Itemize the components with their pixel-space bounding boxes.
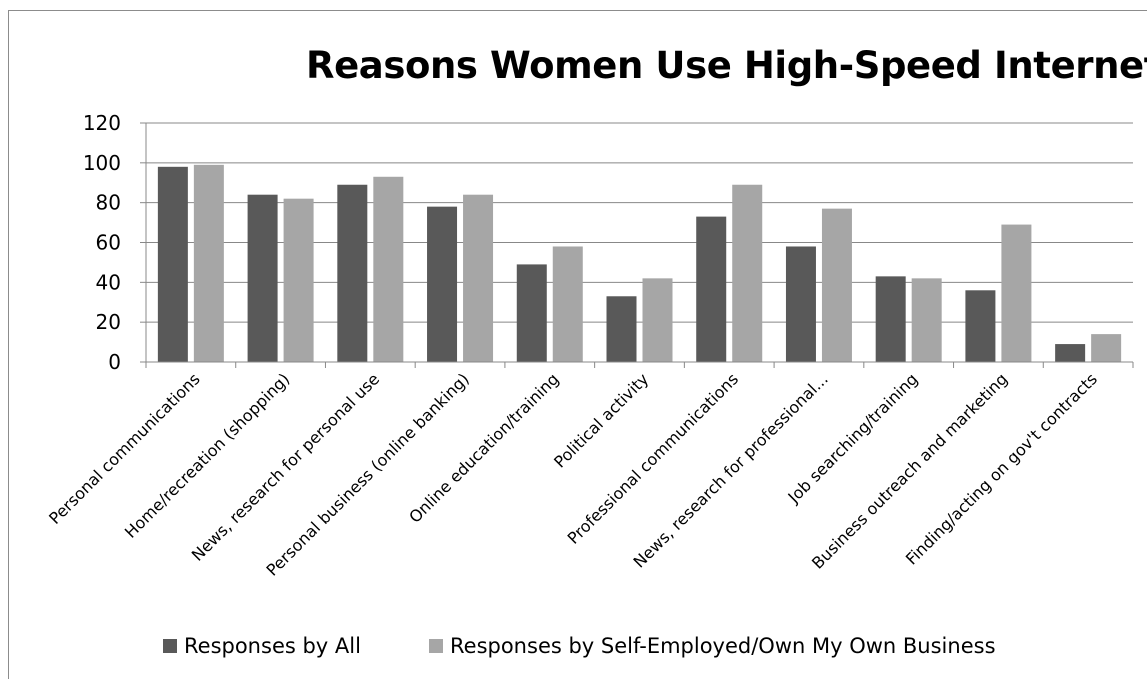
x-tick-label: Home/recreation (shopping) bbox=[121, 369, 293, 541]
y-tick-label: 60 bbox=[96, 231, 121, 255]
bar bbox=[875, 276, 906, 362]
x-tick-label: News, research for personal use bbox=[188, 369, 383, 564]
bar bbox=[427, 206, 458, 362]
y-tick-label: 40 bbox=[96, 270, 121, 294]
bar bbox=[463, 194, 494, 362]
bar bbox=[373, 176, 404, 362]
legend-item-responses-by-all: Responses by All bbox=[163, 634, 361, 658]
bar bbox=[516, 264, 547, 362]
chart-frame bbox=[8, 10, 1147, 679]
bar bbox=[1091, 334, 1122, 362]
legend-label: Responses by All bbox=[184, 634, 361, 658]
x-tick-label: Finding/acting on gov't contracts bbox=[902, 369, 1101, 568]
bar bbox=[965, 290, 996, 362]
bar bbox=[911, 278, 942, 362]
bar bbox=[552, 246, 583, 362]
bar bbox=[283, 198, 314, 362]
chart-title: Reasons Women Use High-Speed Internet bbox=[306, 44, 1147, 87]
bar bbox=[193, 164, 224, 362]
legend-swatch bbox=[429, 639, 443, 653]
y-tick-label: 100 bbox=[83, 151, 121, 175]
x-tick-label: Professional communications bbox=[564, 369, 742, 547]
y-tick-label: 80 bbox=[96, 191, 121, 215]
legend-label: Responses by Self-Employed/Own My Own Bu… bbox=[450, 634, 996, 658]
y-tick-label: 0 bbox=[108, 350, 121, 374]
bar bbox=[732, 184, 763, 362]
x-tick-label: Personal communications bbox=[45, 369, 204, 528]
x-tick-label: News, research for professional... bbox=[630, 369, 832, 571]
bar bbox=[1001, 224, 1032, 362]
bar bbox=[642, 278, 673, 362]
x-tick-label: Personal business (online banking) bbox=[263, 369, 473, 579]
legend-swatch bbox=[163, 639, 177, 653]
y-tick-label: 120 bbox=[83, 111, 121, 135]
x-tick-label: Business outreach and marketing bbox=[808, 369, 1011, 572]
bar bbox=[821, 208, 852, 362]
bar bbox=[247, 194, 278, 362]
bar bbox=[157, 166, 188, 362]
x-tick-label: Political activity bbox=[550, 369, 652, 471]
bar bbox=[337, 184, 368, 362]
chart-legend: Responses by All Responses by Self-Emplo… bbox=[0, 634, 1147, 664]
y-tick-label: 20 bbox=[96, 310, 121, 334]
bar bbox=[1055, 344, 1086, 362]
bar bbox=[606, 296, 637, 362]
x-tick-label: Online education/training bbox=[405, 369, 562, 526]
legend-item-responses-by-self-employed: Responses by Self-Employed/Own My Own Bu… bbox=[429, 634, 996, 658]
bar bbox=[696, 216, 727, 362]
bar bbox=[785, 246, 816, 362]
